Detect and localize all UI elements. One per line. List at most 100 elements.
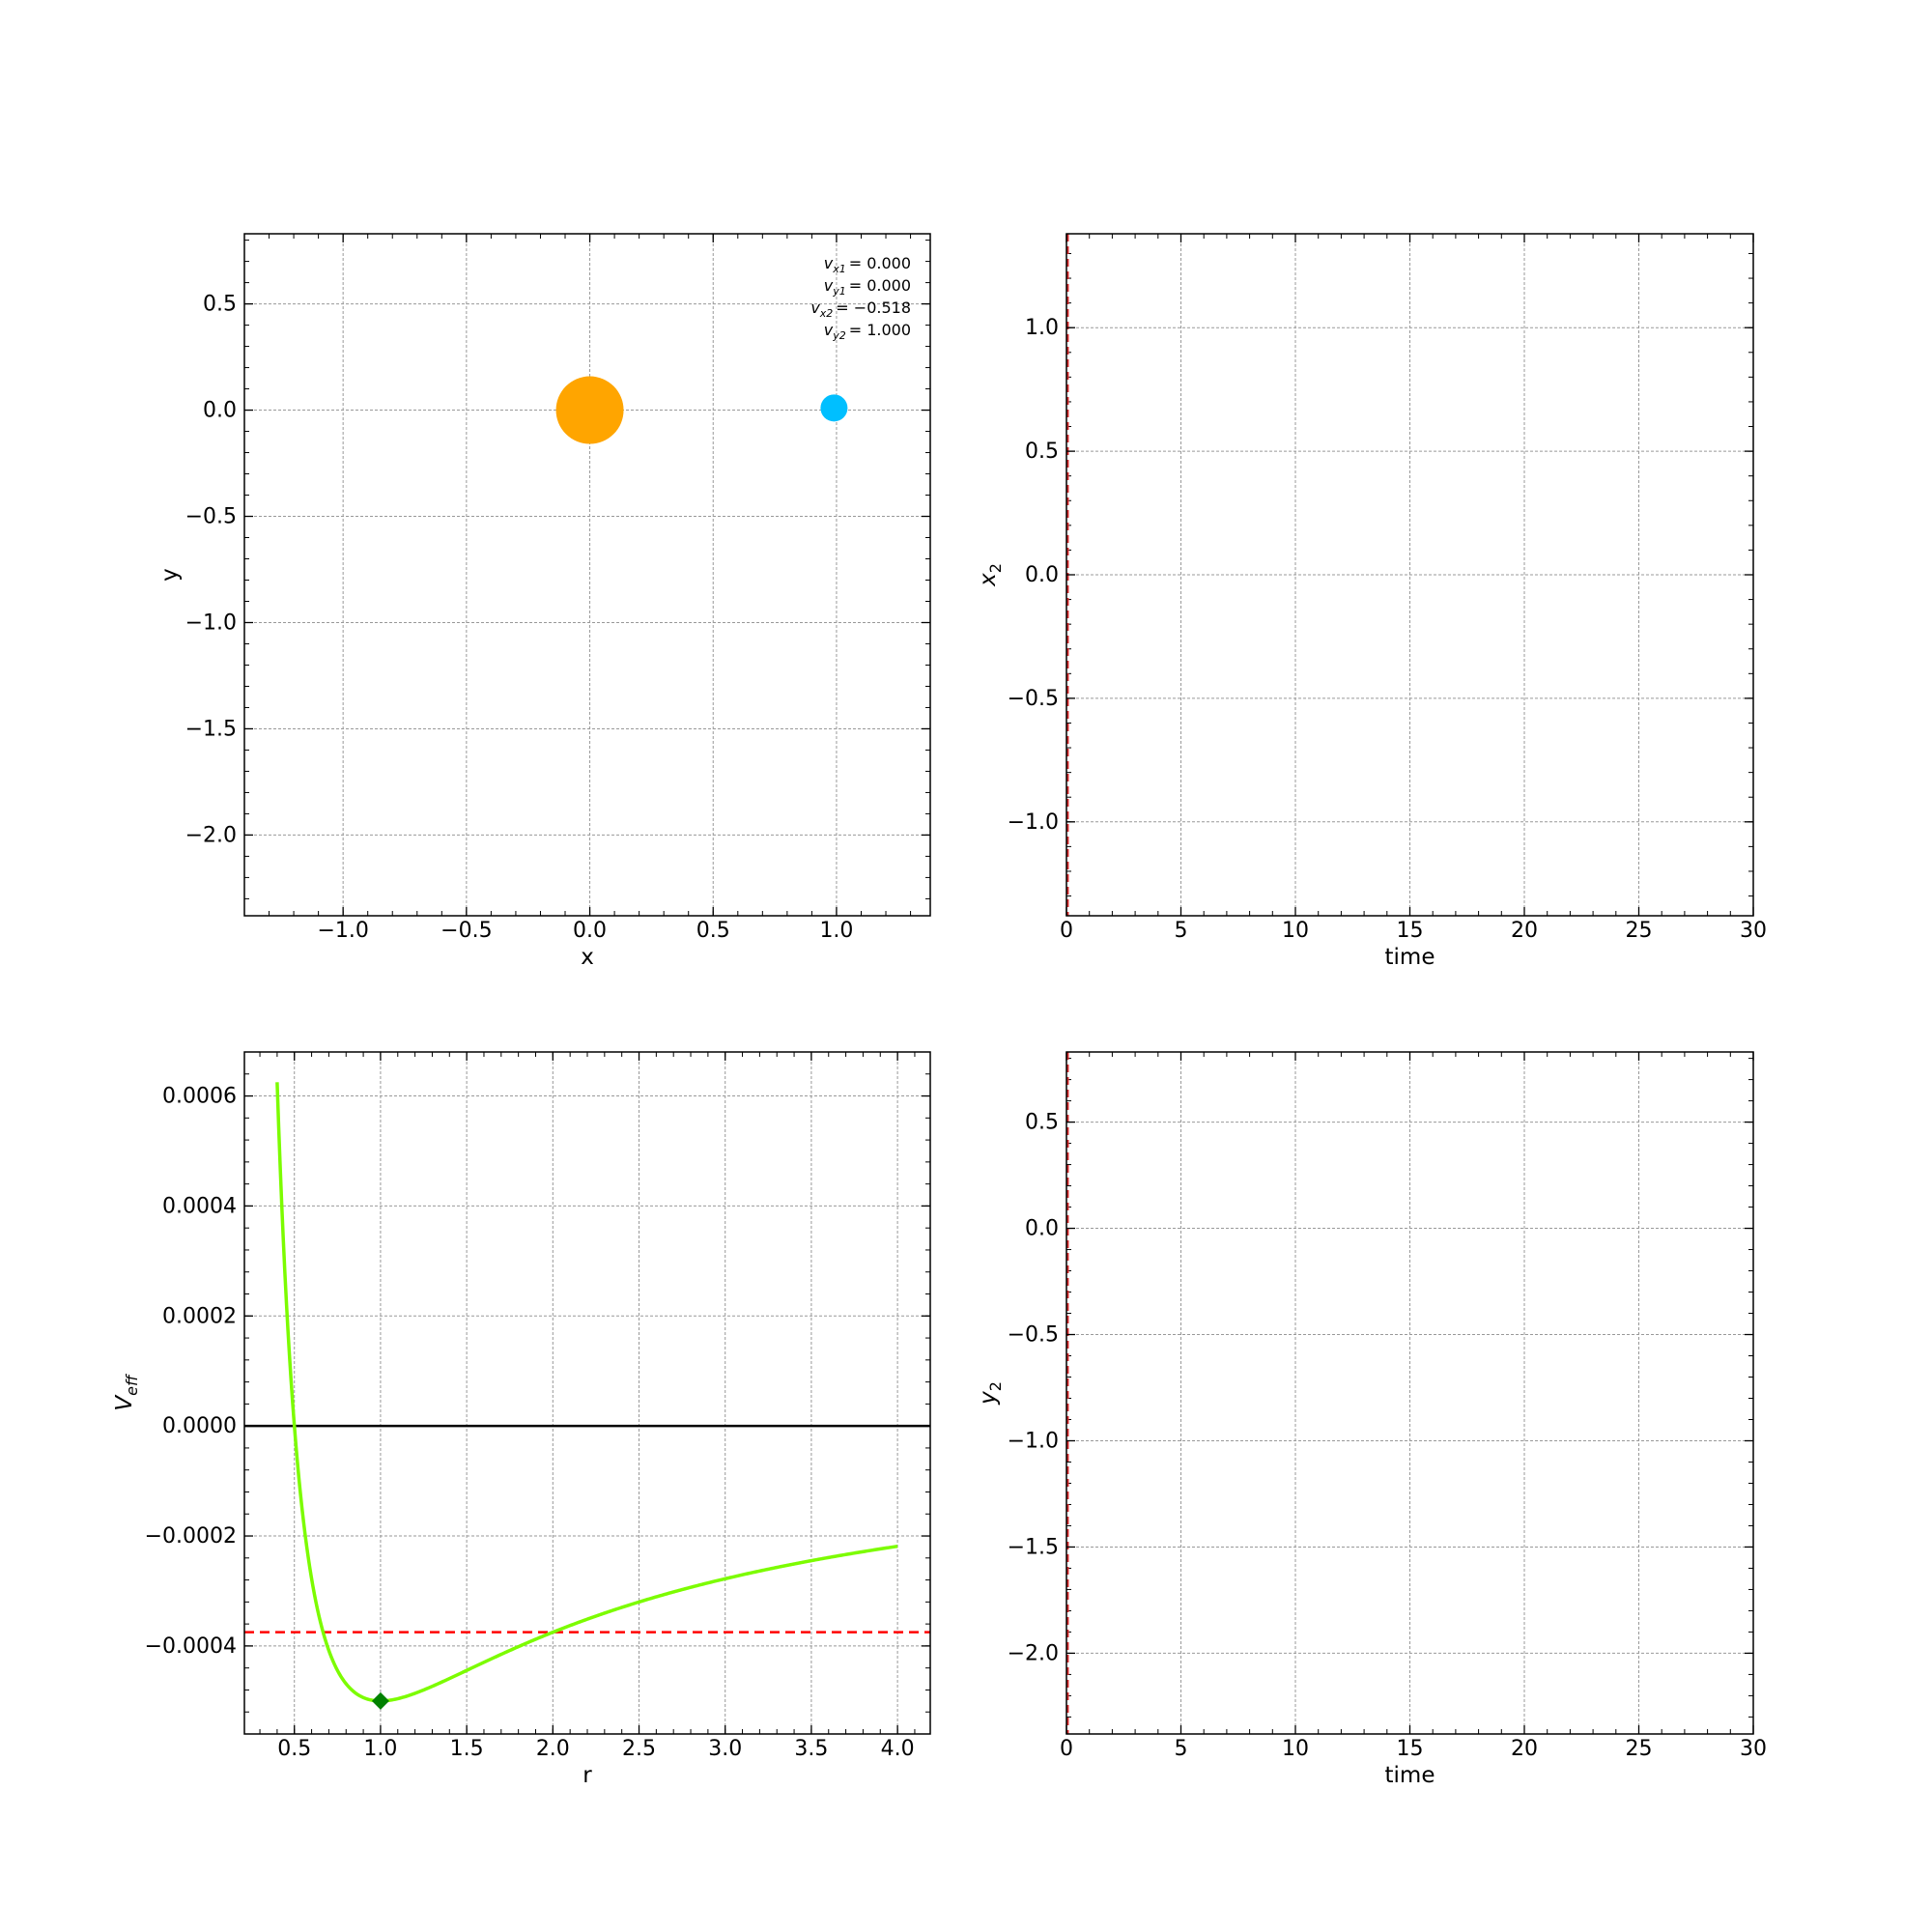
veff-panel: 0.5 1.0 1.5 2.0 2.5 3.0 3.5 4.0 0.0006 0.0004 0.00… bbox=[112, 1051, 931, 1788]
annotation-subscript: y2 bbox=[832, 329, 846, 342]
y-axis-label-symbol: y bbox=[976, 1391, 1001, 1406]
x-tick-label: 25 bbox=[1626, 1737, 1653, 1761]
y-axis-label: y2 bbox=[976, 1381, 1005, 1406]
x-tick-label: 5 bbox=[1175, 1737, 1188, 1761]
body-1-point bbox=[555, 376, 624, 444]
x-axis-label: time bbox=[1385, 1763, 1435, 1788]
velocity-annotation: vx2 = −0.518 bbox=[810, 298, 911, 320]
y-tick-label: 0.0 bbox=[1025, 1217, 1059, 1241]
x-tick-label: 0 bbox=[1060, 919, 1073, 943]
body-2-point bbox=[820, 394, 848, 422]
x-tick-label: 20 bbox=[1511, 919, 1538, 943]
plot-area bbox=[244, 1082, 930, 1710]
y-tick-label: 0.5 bbox=[1025, 440, 1059, 464]
ticks: −1.0 −0.5 0.0 0.5 1.0 0.5 0.0 −0.5 −1.0 −1.5 −2.0 bbox=[185, 234, 930, 943]
velocity-annotation: vy2 = 1.000 bbox=[824, 321, 911, 342]
minimum-marker bbox=[371, 1691, 389, 1710]
x-tick-label: 4.0 bbox=[881, 1737, 915, 1761]
x-tick-label: 2.0 bbox=[536, 1737, 570, 1761]
plot-area bbox=[555, 376, 848, 444]
y-tick-label: −0.5 bbox=[185, 505, 237, 529]
y-tick-label: 0.5 bbox=[1025, 1111, 1059, 1135]
y-axis-label: y bbox=[157, 568, 183, 582]
x-tick-label: 15 bbox=[1397, 919, 1424, 943]
x-tick-label: 30 bbox=[1740, 919, 1767, 943]
x-tick-label: 15 bbox=[1397, 1737, 1424, 1761]
x-axis-label: r bbox=[582, 1763, 592, 1788]
annotation-value: = 0.000 bbox=[849, 276, 911, 295]
y-axis-label-subscript: 2 bbox=[986, 563, 1005, 573]
velocity-annotation: vy1 = 0.000 bbox=[824, 276, 911, 298]
x2-panel: 0 5 10 15 20 25 30 1.0 0.5 0.0 −0.5 −1.0 time x2 bbox=[976, 233, 1767, 970]
x-tick-label: 0.0 bbox=[573, 919, 607, 943]
x-tick-label: 20 bbox=[1511, 1737, 1538, 1761]
x-axis-label: time bbox=[1385, 945, 1435, 970]
veff-curve bbox=[275, 1082, 898, 1703]
y-tick-label: −0.0004 bbox=[145, 1634, 237, 1659]
y-tick-label: 1.0 bbox=[1025, 316, 1059, 340]
orbit-panel: −1.0 −0.5 0.0 0.5 1.0 0.5 0.0 −0.5 −1.0 −1.5 −2.0 x… bbox=[157, 233, 931, 970]
y-axis-label-subscript: eff bbox=[123, 1373, 141, 1396]
y-tick-label: 0.0 bbox=[203, 399, 237, 423]
annotation-symbol: v bbox=[824, 321, 834, 339]
y-axis-label-symbol: V bbox=[112, 1394, 137, 1411]
grid bbox=[1065, 234, 1754, 916]
y-tick-label: 0.0002 bbox=[162, 1304, 237, 1328]
annotation-symbol: v bbox=[824, 254, 834, 272]
annotation-value: = 1.000 bbox=[849, 321, 911, 339]
y-tick-label: −0.5 bbox=[1008, 1323, 1059, 1348]
axes-frame bbox=[243, 1051, 931, 1735]
x-axis-label: x bbox=[581, 945, 594, 970]
x-tick-label: 25 bbox=[1626, 919, 1653, 943]
y-axis-label-symbol: x bbox=[976, 573, 1001, 587]
x-tick-label: 1.0 bbox=[819, 919, 853, 943]
x-tick-label: −1.0 bbox=[317, 919, 368, 943]
annotation-subscript: y1 bbox=[832, 285, 846, 298]
y-axis-label-subscript: 2 bbox=[986, 1381, 1005, 1391]
y-tick-label: −1.0 bbox=[1008, 1429, 1059, 1453]
x-tick-label: 2.5 bbox=[622, 1737, 656, 1761]
x-tick-label: 0 bbox=[1060, 1737, 1073, 1761]
annotation-value: = 0.000 bbox=[849, 254, 911, 272]
annotation-value: = −0.518 bbox=[836, 298, 911, 317]
y-tick-label: −0.5 bbox=[1008, 687, 1059, 711]
x-tick-label: 30 bbox=[1740, 1737, 1767, 1761]
ticks: 0.5 1.0 1.5 2.0 2.5 3.0 3.5 4.0 0.0006 0.0004 0.00… bbox=[145, 1052, 930, 1761]
ticks: 0 5 10 15 20 25 30 1.0 0.5 0.0 −0.5 −1.0 bbox=[1008, 234, 1767, 943]
grid bbox=[1065, 1052, 1754, 1734]
x-tick-label: 3.0 bbox=[708, 1737, 742, 1761]
y-tick-label: −2.0 bbox=[1008, 1641, 1059, 1665]
x-tick-label: 1.0 bbox=[363, 1737, 397, 1761]
annotation-symbol: v bbox=[810, 298, 820, 317]
x-tick-label: −0.5 bbox=[440, 919, 492, 943]
y-tick-label: −2.0 bbox=[185, 823, 237, 847]
annotation-symbol: v bbox=[824, 276, 834, 295]
y-tick-label: −0.0002 bbox=[145, 1524, 237, 1548]
x-tick-label: 0.5 bbox=[696, 919, 730, 943]
velocity-annotation: vx1 = 0.000 bbox=[824, 254, 911, 275]
x-tick-label: 0.5 bbox=[277, 1737, 311, 1761]
y-tick-label: −1.0 bbox=[185, 611, 237, 635]
y-axis-label: x2 bbox=[976, 563, 1005, 587]
y-tick-label: 0.5 bbox=[203, 293, 237, 317]
x-tick-label: 3.5 bbox=[794, 1737, 828, 1761]
y-tick-label: −1.0 bbox=[1008, 810, 1059, 835]
x-tick-label: 5 bbox=[1175, 919, 1188, 943]
y-tick-label: 0.0004 bbox=[162, 1194, 237, 1218]
annotation-subscript: x2 bbox=[819, 307, 834, 320]
annotation-subscript: x1 bbox=[832, 263, 846, 275]
y-axis-label: Veff bbox=[112, 1373, 141, 1411]
x-tick-label: 1.5 bbox=[450, 1737, 484, 1761]
y-tick-label: 0.0000 bbox=[162, 1414, 237, 1438]
x-tick-label: 10 bbox=[1282, 1737, 1309, 1761]
y-tick-label: 0.0006 bbox=[162, 1085, 237, 1109]
x-tick-label: 10 bbox=[1282, 919, 1309, 943]
axes-frame bbox=[243, 233, 931, 917]
y-tick-label: −1.5 bbox=[185, 717, 237, 741]
y-tick-label: 0.0 bbox=[1025, 563, 1059, 587]
ticks: 0 5 10 15 20 25 30 0.5 0.0 −0.5 −1.0 −1.5 −2.0 bbox=[1008, 1052, 1767, 1761]
y2-panel: 0 5 10 15 20 25 30 0.5 0.0 −0.5 −1.0 −1.5 −2.0 time y2 bbox=[976, 1051, 1767, 1788]
y-tick-label: −1.5 bbox=[1008, 1535, 1059, 1559]
